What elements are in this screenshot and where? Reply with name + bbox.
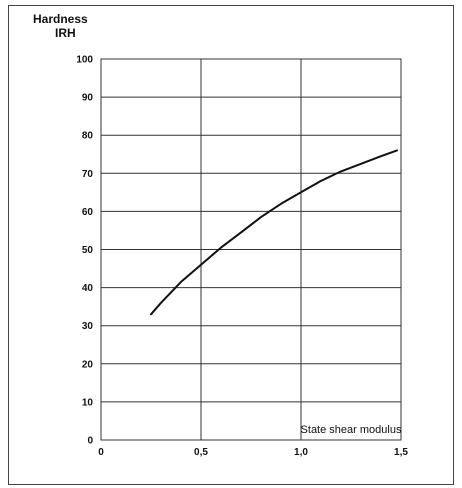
y-tick-label: 90 — [82, 93, 94, 104]
x-tick-label: 0,5 — [194, 447, 208, 458]
x-tick-label: 1,5 — [394, 447, 408, 458]
y-tick-label: 20 — [82, 359, 94, 370]
x-axis-title: State shear modulus — [301, 424, 402, 436]
y-tick-label: 10 — [82, 397, 94, 408]
series-line — [150, 149, 398, 316]
y-tick-label: 0 — [87, 436, 93, 447]
x-tick-label: 1,0 — [294, 447, 308, 458]
y-axis-unit: IRH — [55, 26, 76, 40]
y-tick-label: 70 — [82, 169, 94, 180]
y-tick-label: 80 — [82, 131, 94, 142]
chart-plot: 0 10 20 30 40 50 60 70 80 90 100 0 0,5 1,0 1,5 State sh… — [76, 55, 408, 459]
y-tick-label: 30 — [82, 321, 94, 332]
y-tick-label: 40 — [82, 283, 94, 294]
y-tick-label: 100 — [76, 55, 93, 66]
y-tick-label: 60 — [82, 207, 94, 218]
y-tick-label: 50 — [82, 245, 94, 256]
chart-frame: Hardness IRH 0 10 20 30 40 50 60 70 80 90 100 0 0,5 1… — [8, 5, 454, 485]
x-tick-label: 0 — [98, 447, 104, 458]
y-axis-title: Hardness — [33, 12, 88, 26]
